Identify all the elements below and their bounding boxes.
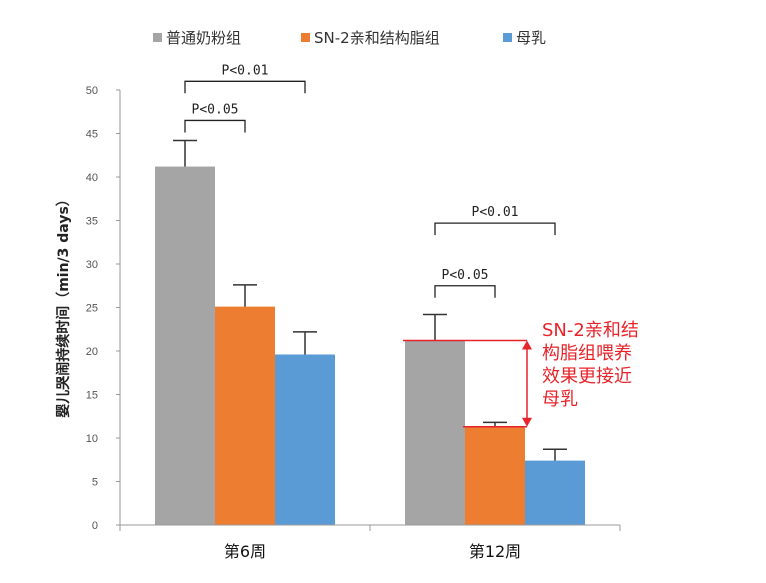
y-tick-label: 5 <box>92 477 98 489</box>
annotation-text: 效果更接近 <box>542 366 632 387</box>
y-tick-label: 10 <box>86 433 98 445</box>
legend-swatch <box>503 33 512 42</box>
y-tick-label: 50 <box>86 85 98 97</box>
x-axis: 第6周 第12周 <box>119 524 621 561</box>
significance-bracket <box>184 80 306 94</box>
legend-label: SN-2亲和结构脂组 <box>314 29 440 47</box>
x-category-label: 第12周 <box>469 542 521 561</box>
bar <box>405 340 465 525</box>
bar <box>525 460 585 525</box>
y-tick-label: 35 <box>86 216 98 228</box>
y-tick-label: 20 <box>86 346 98 358</box>
legend-label: 母乳 <box>516 29 546 47</box>
y-tick-label: 45 <box>86 129 98 141</box>
annotation-arrowhead <box>522 417 532 427</box>
bar <box>215 306 275 525</box>
bar <box>155 166 215 525</box>
y-tick-label: 30 <box>86 259 98 271</box>
y-tick-label: 0 <box>92 520 98 532</box>
legend-label: 普通奶粉组 <box>166 29 241 47</box>
legend-swatch <box>153 33 162 42</box>
significance-label: P<0.01 <box>222 63 269 78</box>
bar <box>275 354 335 525</box>
significance-bracket <box>184 119 246 133</box>
y-axis: 0 5 10 15 20 25 30 35 40 45 50 <box>86 85 121 532</box>
significance-bracket <box>434 222 556 236</box>
annotation-text: SN-2亲和结 <box>542 320 639 341</box>
significance-label: P<0.05 <box>442 268 489 283</box>
significance-bracket <box>434 285 496 298</box>
y-tick-label: 25 <box>86 303 98 315</box>
annotation-arrowhead <box>522 340 532 350</box>
bar <box>465 426 525 525</box>
annotation-text: 母乳 <box>542 389 578 410</box>
legend-swatch <box>301 33 310 42</box>
bars <box>155 166 585 525</box>
y-tick-label: 15 <box>86 390 98 402</box>
y-tick-label: 40 <box>86 172 98 184</box>
annotation-text: 构脂组喂养 <box>542 343 632 364</box>
significance-brackets: P<0.05 P<0.01 P<0.05 P<0.01 <box>184 63 556 298</box>
significance-label: P<0.01 <box>472 205 519 220</box>
legend: 普通奶粉组 SN-2亲和结构脂组 母乳 <box>153 29 546 47</box>
x-category-label: 第6周 <box>224 542 266 561</box>
y-axis-label: 婴儿哭闹持续时间（min/3 days） <box>55 192 72 418</box>
error-bars <box>173 139 567 461</box>
significance-label: P<0.05 <box>192 102 239 117</box>
